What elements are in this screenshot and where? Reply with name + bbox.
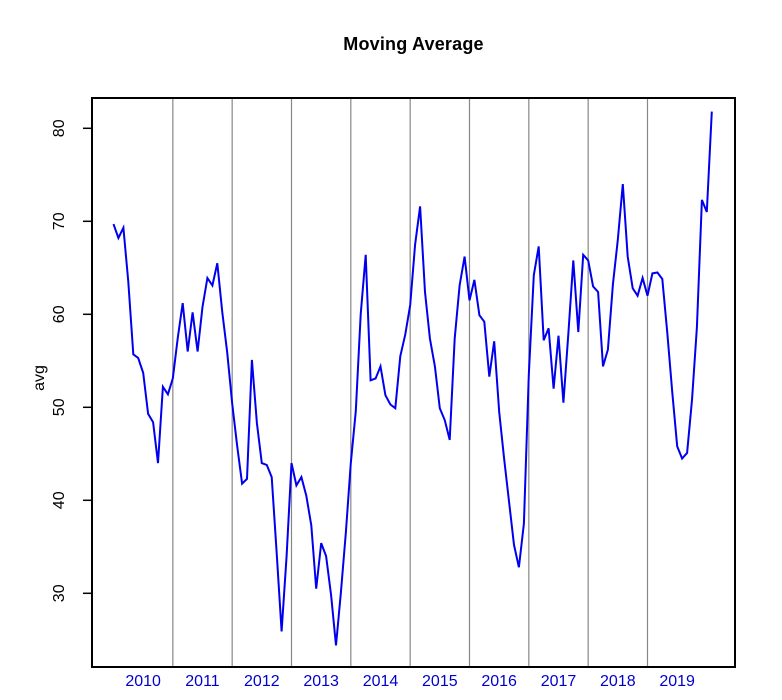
x-year-label: 2017 [541, 673, 577, 690]
y-tick-label: 80 [51, 119, 68, 137]
y-tick-label: 50 [51, 398, 68, 416]
x-year-label: 2015 [422, 673, 458, 690]
x-year-label: 2011 [185, 673, 220, 690]
x-year-label: 2010 [125, 673, 161, 690]
x-year-label: 2013 [303, 673, 339, 690]
x-year-label: 2016 [481, 673, 517, 690]
chart-title: Moving Average [343, 34, 484, 54]
y-tick-label: 40 [51, 491, 68, 509]
x-year-label: 2019 [659, 673, 695, 690]
y-tick-label: 30 [51, 584, 68, 602]
moving-average-line [112, 111, 713, 646]
x-year-label: 2012 [244, 673, 280, 690]
x-year-label: 2018 [600, 673, 636, 690]
plot-box [91, 97, 736, 668]
y-tick-label: 70 [51, 212, 68, 230]
y-tick-label: 60 [51, 305, 68, 323]
x-year-label: 2014 [363, 673, 399, 690]
